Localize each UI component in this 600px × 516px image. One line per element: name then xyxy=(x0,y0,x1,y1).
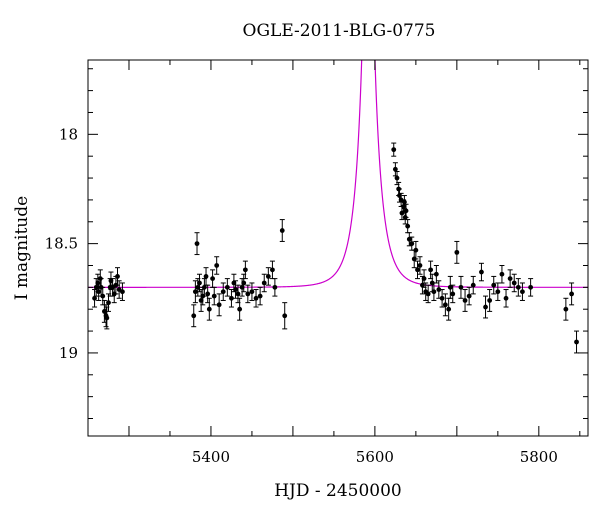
chart-title: OGLE-2011-BLG-0775 xyxy=(243,21,436,41)
data-point xyxy=(503,295,509,301)
data-point xyxy=(394,175,400,181)
data-point xyxy=(253,295,259,301)
data-point xyxy=(569,291,575,297)
data-point xyxy=(210,276,215,282)
data-point xyxy=(205,291,211,297)
data-point xyxy=(272,284,278,290)
data-point xyxy=(458,284,464,290)
plot-frame xyxy=(87,59,589,437)
x-tick-label: 5400 xyxy=(192,448,230,466)
data-point xyxy=(192,289,198,295)
data-point xyxy=(391,147,397,153)
data-point xyxy=(409,241,415,247)
data-point xyxy=(433,271,439,277)
data-point xyxy=(454,249,460,255)
data-point xyxy=(563,306,569,312)
data-point xyxy=(211,293,217,299)
data-point xyxy=(229,295,234,301)
data-point xyxy=(403,208,409,214)
data-point xyxy=(233,287,238,292)
data-point xyxy=(421,276,427,282)
data-point xyxy=(520,289,525,295)
y-tick-label: 18 xyxy=(59,125,78,143)
data-point xyxy=(194,241,200,247)
data-point xyxy=(442,302,448,308)
data-point xyxy=(191,313,197,319)
data-point xyxy=(487,298,493,303)
data-point xyxy=(431,289,437,295)
data-point xyxy=(392,166,398,172)
data-point xyxy=(413,247,419,253)
data-point xyxy=(261,280,267,286)
data-point xyxy=(270,267,275,273)
data-point xyxy=(511,280,517,286)
data-point xyxy=(106,300,111,306)
data-point xyxy=(241,280,247,286)
data-point xyxy=(197,280,202,286)
data-point xyxy=(462,298,468,303)
data-point xyxy=(483,304,488,310)
data-point xyxy=(224,284,230,290)
data-point xyxy=(499,271,505,277)
data-point xyxy=(201,284,207,290)
data-point xyxy=(417,263,423,268)
data-point xyxy=(466,293,472,299)
data-point xyxy=(401,199,407,205)
data-point xyxy=(282,313,288,319)
data-point xyxy=(439,295,445,301)
data-point xyxy=(257,293,263,299)
data-point xyxy=(206,306,212,312)
data-point xyxy=(245,291,251,297)
y-tick-label: 19 xyxy=(59,344,78,362)
y-tick-label: 18.5 xyxy=(45,235,78,253)
data-point xyxy=(401,204,406,209)
data-point xyxy=(425,291,431,297)
data-point xyxy=(406,236,412,242)
x-axis-label: HJD - 2450000 xyxy=(274,481,402,501)
data-point xyxy=(470,282,476,288)
model-curve xyxy=(88,60,588,288)
plot-area: 5400 5600 5800 18 18.5 19 xyxy=(45,59,589,466)
data-point xyxy=(242,267,248,273)
data-point xyxy=(479,269,484,275)
data-point xyxy=(92,295,97,301)
data-point xyxy=(237,306,243,312)
data-point xyxy=(120,289,125,295)
data-point xyxy=(249,289,255,295)
data-point xyxy=(428,267,434,273)
data-point xyxy=(515,284,521,290)
data-point xyxy=(265,274,271,279)
data-point xyxy=(450,291,456,297)
data-point xyxy=(446,306,452,312)
data-point xyxy=(507,276,513,282)
data-point xyxy=(100,293,106,299)
data-point xyxy=(436,287,442,292)
data-point xyxy=(574,339,579,345)
y-axis-label: I magnitude xyxy=(12,196,32,300)
data-point xyxy=(415,267,420,273)
data-point xyxy=(203,274,209,279)
data-point xyxy=(115,274,120,279)
data-point xyxy=(491,282,497,288)
x-tick-label: 5600 xyxy=(356,448,394,466)
data-point xyxy=(220,289,226,295)
data-point xyxy=(216,302,222,308)
data-point xyxy=(447,284,453,290)
data-point xyxy=(495,289,501,295)
data-point xyxy=(104,315,110,321)
x-tick-label: 5800 xyxy=(520,448,558,466)
data-point xyxy=(235,291,241,297)
data-point xyxy=(214,263,220,268)
data-point xyxy=(528,284,534,290)
data-point xyxy=(279,228,285,233)
data-point xyxy=(96,289,102,295)
data-point xyxy=(405,223,411,229)
